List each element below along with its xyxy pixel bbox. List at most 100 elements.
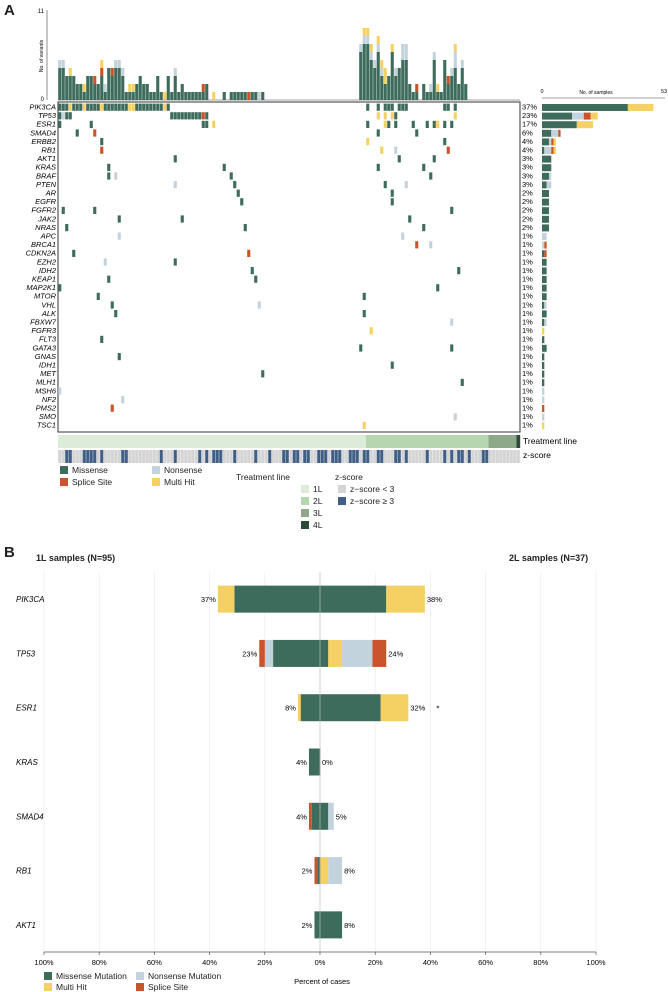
mutation-cell [149, 103, 153, 111]
mutation-cell [100, 335, 104, 343]
gene-percent: 2% [522, 197, 533, 206]
zscore-cell [422, 450, 426, 463]
x-tick-label: 100% [586, 958, 606, 967]
mutation-cell [429, 241, 433, 249]
top-bar-segment [450, 68, 454, 76]
top-bar-segment [166, 76, 170, 100]
treatment-line-cell [292, 435, 297, 448]
mutation-cell [93, 103, 97, 111]
legend-z-below3: z−score < 3 [338, 484, 394, 494]
treatment-line-track [58, 435, 521, 448]
gene-percent: 2% [522, 223, 533, 232]
treatment-line-cell [194, 435, 199, 448]
treatment-line-cell [159, 435, 164, 448]
treatment-line-cell [75, 435, 80, 448]
mutation-cell [163, 103, 167, 111]
top-bar-segment [191, 92, 195, 100]
gene-label: KRAS [36, 163, 56, 172]
treatment-line-cell [453, 435, 458, 448]
treatment-line-cell [156, 435, 160, 448]
top-bar-segment [142, 84, 146, 100]
gene-label: AKT1 [36, 154, 56, 163]
zscore-cell [250, 450, 254, 463]
zscore-cell [411, 450, 415, 463]
top-bar-segment [131, 92, 135, 100]
treatment-line-cell [177, 435, 181, 448]
mutation-cell [422, 224, 426, 232]
top-bar-segment [450, 76, 454, 100]
mutation-cell [397, 155, 401, 163]
zscore-cell [499, 450, 503, 463]
gene-percent: 3% [522, 163, 533, 172]
mutation-cell [450, 206, 454, 214]
mutation-cell [114, 310, 118, 318]
top-bar-segment [432, 52, 436, 60]
mutation-cell [446, 146, 450, 154]
side-bar-segment [572, 112, 584, 120]
treatment-line-cell [446, 435, 451, 448]
treatment-line-cell [317, 435, 321, 448]
treatment-line-cell [282, 435, 286, 448]
mutation-cell [72, 249, 76, 257]
top-bar-segment [362, 36, 366, 44]
right-percent-label: 32% [410, 704, 425, 713]
treatment-line-cell [145, 435, 150, 448]
top-bar-segment [100, 76, 104, 100]
zscore-cell [261, 450, 265, 463]
mutation-cell [460, 378, 464, 386]
top-bar-segment [233, 92, 237, 100]
side-bar-segment [542, 319, 545, 326]
treatment-line-cell [121, 435, 125, 448]
zscore-cell [75, 450, 79, 463]
zscore-cell [110, 450, 114, 463]
mutation-cell [394, 120, 398, 128]
side-bar-segment [542, 155, 552, 163]
side-bar-segment [542, 164, 552, 172]
side-bar-segment [542, 258, 547, 266]
gene-label: SMAD4 [30, 128, 56, 137]
top-bar-segment [390, 52, 394, 100]
treatment-line-cell [509, 435, 514, 448]
mutation-cell [390, 112, 394, 120]
mutation-cell [443, 120, 447, 128]
zscore-cell [170, 450, 174, 463]
zscore-cell [390, 450, 394, 463]
mutation-cell [450, 318, 454, 326]
zscore-cell [212, 450, 216, 463]
treatment-line-cell [299, 435, 304, 448]
mutation-cell [177, 112, 181, 120]
treatment-line-cell [324, 435, 328, 448]
category-label: KRAS [16, 758, 38, 767]
zscore-cell [478, 450, 482, 463]
side-axis-max: 53 [661, 89, 667, 95]
mutation-cell [415, 129, 419, 137]
x-tick-label: 80% [92, 958, 107, 967]
treatment-line-cell [373, 435, 377, 448]
mutation-cell [110, 103, 114, 111]
gene-label: FLT3 [39, 335, 57, 344]
top-axis-max: 11 [38, 9, 45, 15]
zscore-cell [450, 450, 454, 463]
top-bar-segment [415, 92, 419, 100]
treatment-line-cell [313, 435, 318, 448]
mutation-cell [383, 112, 387, 120]
gene-label: MAP2K1 [26, 283, 56, 292]
zscore-cell [506, 450, 510, 463]
side-bar-segment [542, 129, 552, 137]
zscore-cell [166, 450, 170, 463]
gene-label: TSC1 [37, 421, 56, 430]
legend-missense: Missense [60, 465, 108, 475]
top-bar-segment [163, 92, 167, 100]
mutation-cell [180, 215, 184, 223]
mutation-cell [131, 103, 135, 111]
left-percent-label: 8% [285, 704, 296, 713]
treatment-line-cell [425, 435, 430, 448]
right-bar-segment [320, 802, 329, 830]
gene-percent: 3% [522, 171, 533, 180]
gene-label: IDH2 [39, 266, 57, 275]
mutation-cell [233, 181, 237, 189]
top-axis-label: No. of variants [39, 39, 45, 72]
zscore-cell [327, 450, 331, 463]
gene-percent: 1% [522, 412, 533, 421]
mutation-cell [422, 163, 426, 171]
